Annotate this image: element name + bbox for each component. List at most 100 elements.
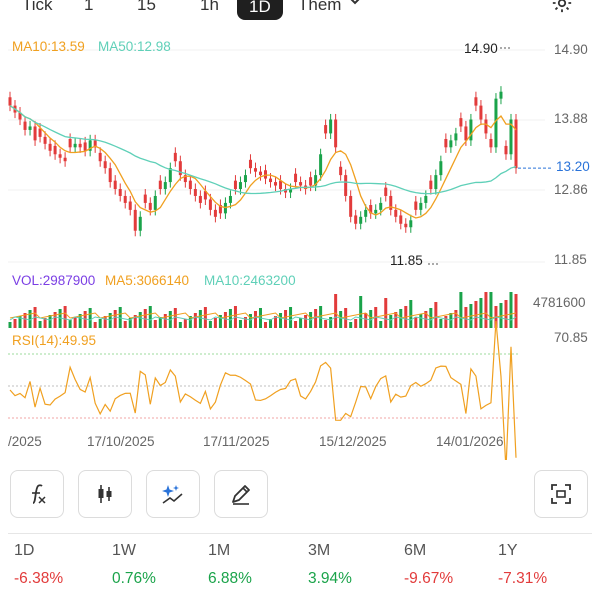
volume-bar: [193, 313, 197, 328]
candle-body: [404, 223, 408, 228]
volume-bar: [339, 311, 343, 328]
candle-body: [33, 126, 37, 141]
candlestick-icon: [98, 485, 112, 503]
period-name: 1D: [14, 542, 35, 559]
volume-bar: [173, 308, 177, 328]
tab-tick[interactable]: Tick: [22, 0, 53, 14]
rsi-label: RSI(14):49.95: [12, 333, 97, 348]
volume-bar: [299, 318, 303, 328]
period-1y[interactable]: 1Y -7.31%: [498, 540, 547, 588]
candle-body: [454, 133, 458, 141]
candle-body: [8, 97, 12, 106]
candle-body: [464, 126, 468, 141]
price-chart[interactable]: [0, 0, 600, 460]
period-1m[interactable]: 1M 6.88%: [208, 540, 252, 588]
candle-body: [279, 180, 283, 190]
period-change: -9.67%: [404, 570, 454, 587]
period-change: -6.38%: [14, 570, 64, 587]
volume-bar: [28, 310, 32, 328]
min-price-label: 11.85: [390, 253, 423, 268]
candle-body: [314, 175, 318, 186]
candle-body: [168, 168, 172, 183]
candle-body: [504, 145, 508, 155]
period-change: -7.31%: [498, 570, 548, 587]
candle-body: [449, 140, 453, 148]
candle-body: [153, 195, 157, 210]
candle-body: [409, 220, 413, 228]
indicator-button[interactable]: [10, 470, 64, 518]
volume-bar: [13, 319, 17, 328]
volume-bar: [384, 298, 388, 328]
candle-body: [238, 182, 242, 190]
candle-body: [198, 195, 202, 203]
volume-bar: [98, 319, 102, 328]
sparkle-chart-icon: [162, 485, 183, 504]
vol-ma5-label: MA5:3066140: [105, 273, 190, 288]
volume-bar: [444, 316, 448, 328]
period-name: 1W: [112, 542, 136, 559]
candle-body: [258, 171, 262, 176]
candle-body: [133, 209, 137, 231]
tab-1[interactable]: 1: [84, 0, 94, 14]
volume-bar: [138, 312, 142, 328]
period-name: 1Y: [498, 542, 518, 559]
volume-bar: [419, 314, 423, 328]
last-price-label: 13.20: [556, 159, 590, 174]
volume-bar: [203, 307, 207, 328]
candle-body: [243, 175, 247, 183]
candle-body: [299, 182, 303, 186]
rsi-axis-label: 70.85: [554, 330, 588, 345]
volume-bar: [63, 306, 67, 328]
ma50-label: MA50:12.98: [98, 39, 171, 54]
volume-bar: [349, 322, 353, 328]
candle-body: [274, 182, 278, 186]
volume-bar: [319, 306, 323, 328]
tab-15[interactable]: 15: [137, 0, 156, 14]
chart-type-button[interactable]: [78, 470, 132, 518]
candle-body: [213, 209, 217, 217]
candle-body: [474, 97, 478, 106]
candle-body: [444, 138, 448, 148]
fx-icon: [32, 484, 46, 504]
candle-body: [203, 191, 207, 200]
chevron-down-icon[interactable]: [348, 0, 362, 6]
candle-body: [228, 195, 232, 203]
candle-body: [399, 215, 403, 224]
volume-bar: [434, 302, 438, 328]
volume-bar: [198, 310, 202, 328]
candle-body: [514, 119, 518, 169]
volume-bar: [329, 317, 333, 328]
price-axis-label: 14.90: [554, 42, 588, 57]
volume-bar: [389, 315, 393, 328]
candle-body: [248, 159, 252, 169]
tab-1h[interactable]: 1h: [200, 0, 219, 14]
gear-icon[interactable]: [551, 0, 573, 14]
candle-body: [48, 143, 52, 151]
candle-body: [183, 175, 187, 183]
candle-body: [163, 182, 167, 190]
tab-them[interactable]: Them: [298, 0, 342, 14]
volume-bar: [113, 310, 117, 328]
tab-1d[interactable]: 1D: [237, 0, 283, 20]
volume-bar: [163, 314, 167, 328]
draw-button[interactable]: [214, 470, 268, 518]
period-1w[interactable]: 1W 0.76%: [112, 540, 156, 588]
volume-bar: [78, 314, 82, 328]
volume-bar: [314, 309, 318, 328]
period-6m[interactable]: 6M -9.67%: [404, 540, 453, 588]
volume-bar: [289, 307, 293, 328]
candle-body: [269, 178, 273, 183]
candle-body: [419, 202, 423, 210]
divider: [8, 533, 592, 534]
ma50-line: [9, 105, 517, 195]
date-label: 14/01/2026: [436, 434, 504, 449]
period-name: 3M: [308, 542, 331, 559]
period-3m[interactable]: 3M 3.94%: [308, 540, 352, 588]
volume-bar: [253, 311, 257, 328]
candle-body: [339, 166, 343, 176]
volume-bar: [354, 319, 358, 328]
ai-analysis-button[interactable]: [146, 470, 200, 518]
fullscreen-button[interactable]: [534, 470, 588, 518]
volume-bar: [213, 318, 217, 328]
period-1d[interactable]: 1D -6.38%: [14, 540, 63, 588]
